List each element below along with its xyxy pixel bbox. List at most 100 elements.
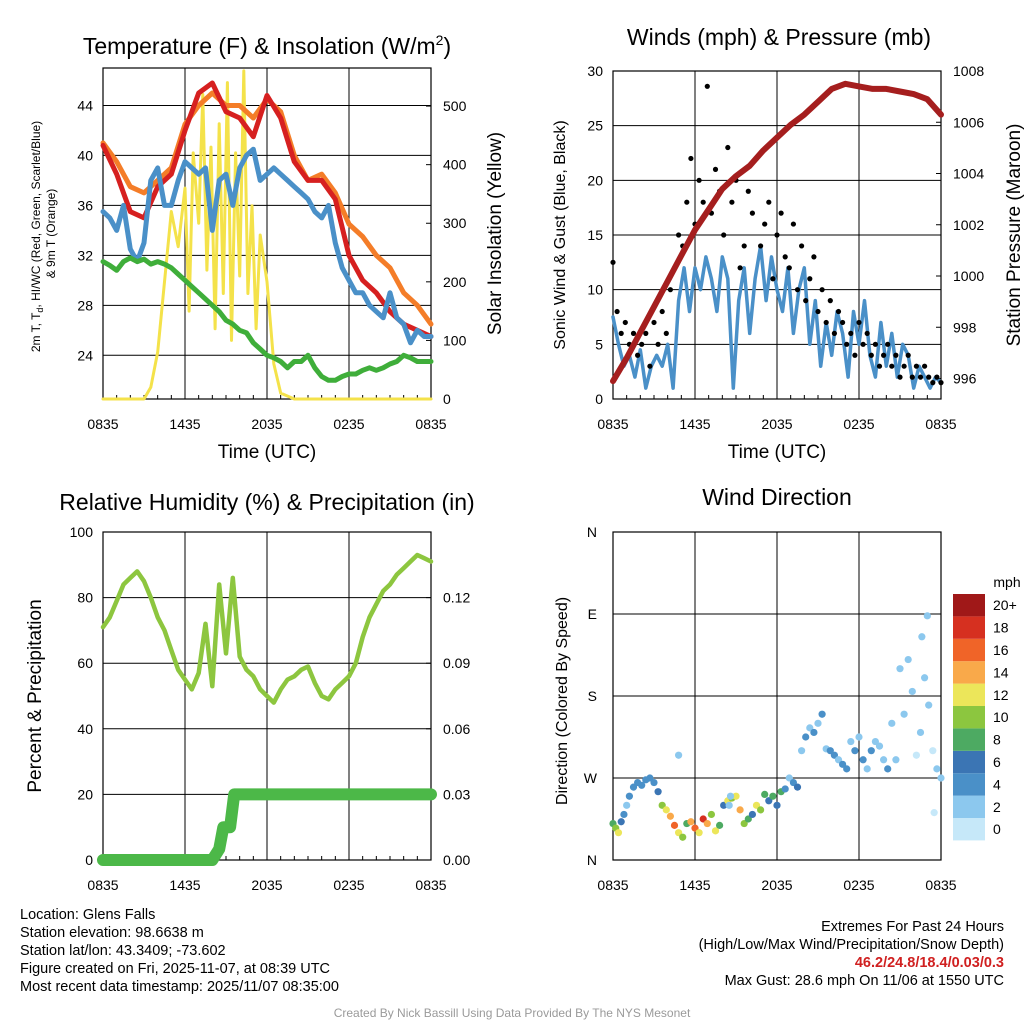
y-tick-label: S: [588, 688, 597, 704]
y2-tick-label: 0.00: [443, 852, 470, 868]
gust-point: [643, 330, 649, 336]
chart-panel-winds: 0835 1435 2035 0235 0835 0 5 10 15 20 25 30 996 998 10…: [552, 24, 1024, 463]
gust-point: [827, 298, 833, 304]
gust-point: [766, 199, 772, 205]
direction-point: [921, 674, 929, 682]
direction-point: [855, 733, 863, 741]
x-tick-label: 0235: [843, 877, 874, 893]
x-tick-label: 0835: [87, 416, 118, 432]
legend-swatch: [953, 706, 985, 729]
plot-border: [612, 531, 942, 861]
y-tick-label: 20: [587, 172, 603, 188]
gust-point: [786, 265, 792, 271]
legend-label: 0: [993, 821, 1001, 837]
legend-label: 10: [993, 709, 1009, 725]
gust-point: [823, 319, 829, 326]
gust-point: [729, 199, 735, 205]
y-axis-label: Direction (Colored By Speed): [554, 597, 571, 805]
series-line-td: [100, 255, 434, 383]
direction-point: [662, 806, 670, 814]
gust-point: [811, 254, 817, 260]
direction-point: [814, 719, 822, 727]
gust-point: [688, 155, 694, 162]
y-tick-label: 44: [77, 97, 93, 113]
y2-tick-label: 0: [443, 391, 451, 407]
legend-swatch: [953, 795, 985, 818]
y2-tick-label: 1000: [953, 268, 984, 284]
direction-point: [802, 733, 810, 741]
chart-title: Wind Direction: [702, 484, 852, 510]
gust-point: [737, 265, 743, 271]
x-tick-label: 1435: [169, 416, 200, 432]
y2-tick-label: 1006: [953, 114, 984, 130]
direction-point: [620, 810, 628, 819]
x-axis-label: Time (UTC): [728, 442, 827, 463]
y-tick-label: 60: [77, 655, 93, 671]
y-tick-label: 0: [595, 391, 603, 407]
y2-tick-label: 100: [443, 332, 467, 348]
x-tick-label: 0835: [87, 877, 118, 893]
legend-swatch: [953, 728, 985, 751]
direction-point: [711, 827, 720, 835]
gust-point: [848, 330, 854, 336]
y-tick-label: 10: [587, 282, 603, 298]
gust-point: [651, 319, 657, 326]
plot-border: [102, 67, 432, 400]
legend-swatch: [953, 616, 985, 639]
y-axis-label: 2m T, Td, HI/WC (Red, Green, Scarlet/Blu…: [29, 121, 45, 352]
gust-point: [721, 232, 727, 238]
gust-point: [876, 363, 883, 369]
direction-point: [937, 774, 945, 782]
direction-point: [900, 710, 908, 718]
x-tick-label: 0235: [333, 416, 364, 432]
legend-swatch: [953, 683, 985, 706]
legend-title: mph: [993, 574, 1020, 590]
x-tick-label: 0835: [925, 877, 956, 893]
y2-tick-label: 300: [443, 215, 467, 231]
gust-point: [819, 287, 825, 293]
y2-tick-label: 998: [953, 319, 977, 335]
extremes-values: 46.2/24.8/18.4/0.03/0.3: [854, 955, 1004, 971]
direction-point: [670, 821, 679, 829]
gust-point: [905, 352, 911, 358]
y-tick-label: N: [587, 524, 597, 540]
legend-swatch: [953, 750, 985, 774]
direction-point: [654, 788, 662, 796]
direction-point: [843, 765, 851, 773]
gust-point: [758, 243, 764, 249]
legend-label: 2: [993, 799, 1001, 815]
x-tick-label: 0235: [843, 416, 874, 432]
direction-point: [880, 756, 888, 764]
chart-title: Relative Humidity (%) & Precipitation (i…: [59, 489, 474, 515]
series-line-station-pressure: [610, 80, 944, 385]
direction-point: [781, 785, 789, 793]
legend-swatch: [953, 594, 985, 617]
legend-label: 8: [993, 732, 1001, 748]
x-tick-label: 1435: [679, 877, 710, 893]
figure-created: Figure created on Fri, 2025-11-07, at 08…: [20, 961, 331, 977]
legend-label: 16: [993, 642, 1009, 658]
direction-point: [707, 810, 716, 819]
gust-point: [864, 330, 870, 336]
direction-point: [875, 742, 884, 750]
max-gust: Max Gust: 28.6 mph On 11/06 at 1550 UTC: [724, 973, 1004, 989]
speed-legend: mph 0 2 4 6 8 10 12 14 16 18 20+: [953, 574, 1021, 841]
direction-point: [888, 719, 896, 727]
y2-tick-label: 0.03: [443, 786, 470, 802]
y2-axis-label: Solar Insolation (Yellow): [485, 132, 506, 335]
gust-point: [630, 330, 637, 336]
extremes-panel: Extremes For Past 24 Hours (High/Low/Max…: [699, 918, 1004, 990]
y-tick-label: 25: [587, 118, 603, 134]
direction-point: [810, 728, 818, 737]
direction-point: [923, 612, 931, 620]
y2-tick-label: 996: [953, 371, 977, 387]
y-axis-label-line2: & 9m T (Orange): [44, 189, 58, 279]
direction-point: [769, 792, 777, 800]
y-tick-label: 40: [77, 147, 93, 163]
direction-point: [798, 747, 806, 755]
series-line-precipitation: [97, 788, 437, 866]
gust-point: [659, 308, 665, 315]
legend-label: 20+: [993, 597, 1017, 613]
gust-point: [860, 341, 866, 347]
